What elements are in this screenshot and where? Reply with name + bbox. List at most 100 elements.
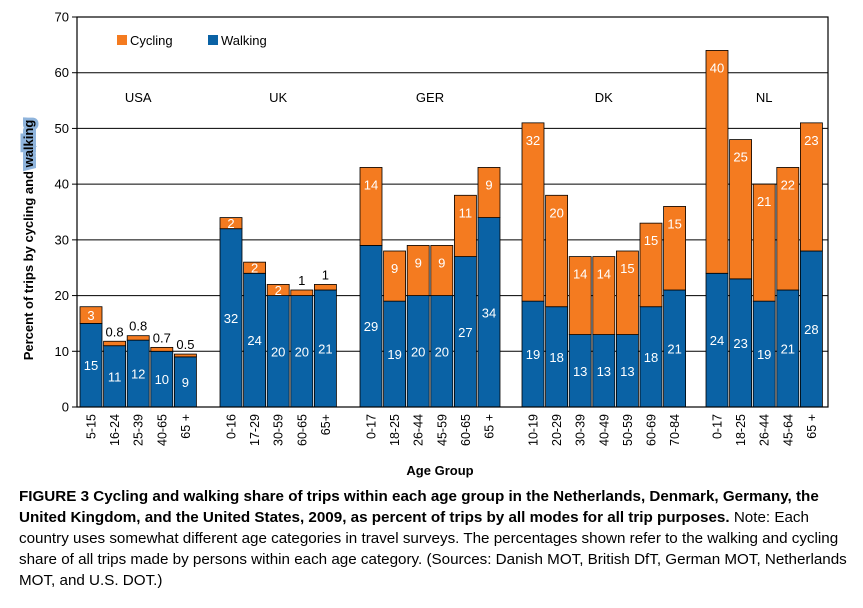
caption-title: FIGURE 3 Cycling and walking share of tr… — [19, 488, 819, 526]
x-tick-label: 60-69 — [645, 414, 659, 446]
cycling-bar — [430, 245, 454, 296]
x-tick-label: 45-64 — [781, 414, 795, 446]
x-tick-label: 30-39 — [574, 414, 588, 446]
walking-value-label: 27 — [458, 325, 472, 340]
cycling-bar — [266, 284, 290, 296]
walking-value-label: 28 — [804, 322, 818, 337]
x-tick-label: 26-44 — [758, 414, 772, 446]
country-label: DK — [595, 90, 613, 105]
cycling-value-label: 32 — [526, 133, 540, 148]
walking-value-label: 12 — [131, 367, 145, 382]
walking-value-label: 21 — [667, 342, 681, 357]
cycling-value-label: 22 — [781, 177, 795, 192]
walking-value-label: 32 — [224, 311, 238, 326]
cycling-value-label: 2 — [251, 261, 258, 276]
cycling-value-label: 0.8 — [106, 324, 124, 339]
x-tick-label: 60-65 — [459, 414, 473, 446]
y-tick-label: 40 — [55, 177, 69, 192]
y-tick-label: 10 — [55, 344, 69, 359]
cycling-bar — [290, 289, 314, 296]
cycling-bar — [243, 261, 267, 274]
cycling-value-label: 9 — [391, 261, 398, 276]
cycling-bar — [383, 250, 407, 302]
walking-value-label: 24 — [247, 333, 261, 348]
walking-value-label: 11 — [108, 369, 122, 384]
y-axis-title: Percent of trips by cycling and walking — [21, 120, 36, 361]
country-label: USA — [125, 90, 152, 105]
x-tick-label: 40-65 — [155, 414, 169, 446]
y-tick-label: 0 — [62, 400, 69, 415]
x-tick-label: 0-16 — [225, 414, 239, 439]
cycling-value-label: 2 — [227, 216, 234, 231]
cycling-bar — [545, 194, 568, 308]
cycling-bar — [453, 194, 477, 257]
cycling-value-label: 15 — [667, 216, 681, 231]
walking-value-label: 9 — [182, 375, 189, 390]
x-tick-label: 18-25 — [388, 414, 402, 446]
cycling-value-label: 14 — [597, 267, 611, 282]
walking-value-label: 13 — [597, 364, 611, 379]
walking-value-label: 34 — [482, 305, 496, 320]
cycling-value-label: 9 — [415, 255, 422, 270]
walking-value-label: 19 — [526, 347, 540, 362]
x-tick-label: 40-49 — [597, 414, 611, 446]
x-tick-label: 30-59 — [272, 414, 286, 446]
x-tick-label: 65 + — [483, 414, 497, 439]
walking-value-label: 29 — [364, 319, 378, 334]
walking-value-label: 23 — [733, 336, 747, 351]
x-tick-label: 0-17 — [365, 414, 379, 439]
walking-value-label: 13 — [620, 364, 634, 379]
x-tick-label: 26-44 — [412, 414, 426, 446]
cycling-value-label: 9 — [485, 177, 492, 192]
x-tick-label: 25-39 — [132, 414, 146, 446]
stacked-bar-chart: 010203040506070USA1535-15110.816-24120.8… — [18, 10, 829, 478]
cycling-bar — [776, 167, 800, 291]
cycling-value-label: 40 — [710, 60, 724, 75]
walking-value-label: 18 — [644, 350, 658, 365]
walking-value-label: 15 — [84, 358, 98, 373]
legend-walking-label: Walking — [221, 33, 267, 48]
cycling-value-label: 14 — [573, 267, 587, 282]
cycling-value-label: 2 — [275, 283, 282, 298]
walking-value-label: 13 — [573, 364, 587, 379]
walking-value-label: 19 — [387, 347, 401, 362]
country-label: GER — [416, 90, 444, 105]
cycling-value-label: 15 — [620, 261, 634, 276]
y-tick-label: 60 — [55, 65, 69, 80]
walking-value-label: 21 — [318, 342, 332, 357]
walking-value-label: 19 — [757, 347, 771, 362]
x-tick-label: 5-15 — [85, 414, 99, 439]
caption-note: Note: Each country uses somewhat differe… — [19, 509, 847, 589]
walking-value-label: 20 — [411, 344, 425, 359]
cycling-bar — [313, 284, 337, 291]
cycling-bar — [359, 167, 383, 246]
cycling-bar — [150, 346, 174, 352]
cycling-bar — [568, 256, 592, 335]
cycling-bar — [705, 50, 729, 274]
x-tick-label: 0-17 — [711, 414, 725, 439]
cycling-value-label: 1 — [322, 267, 329, 282]
legend-cycling-label: Cycling — [130, 33, 173, 48]
cycling-value-label: 14 — [364, 177, 378, 192]
cycling-value-label: 0.7 — [153, 330, 171, 345]
legend-cycling-swatch — [117, 35, 127, 45]
x-tick-label: 65 + — [179, 414, 193, 439]
walking-value-label: 20 — [295, 344, 309, 359]
cycling-bar — [592, 256, 616, 335]
cycling-bar — [521, 122, 545, 302]
walking-value-label: 21 — [781, 342, 795, 357]
walking-value-label: 20 — [435, 344, 449, 359]
cycling-bar — [79, 306, 103, 324]
cycling-bar — [663, 206, 686, 291]
walking-value-label: 24 — [710, 333, 724, 348]
country-label: NL — [756, 90, 773, 105]
x-tick-label: 45-59 — [435, 414, 449, 446]
figure-caption: FIGURE 3 Cycling and walking share of tr… — [19, 486, 849, 591]
cycling-bar — [800, 122, 823, 252]
cycling-bar — [729, 139, 752, 280]
cycling-value-label: 1 — [298, 273, 305, 288]
plot-frame — [76, 16, 829, 408]
x-tick-label: 20-29 — [550, 414, 564, 446]
cycling-bar — [406, 245, 430, 296]
cycling-bar — [477, 167, 501, 218]
